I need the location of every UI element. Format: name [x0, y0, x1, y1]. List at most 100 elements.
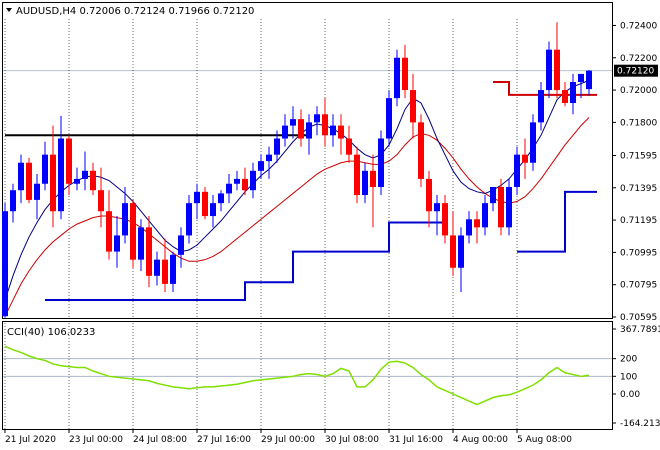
triangle-down-icon[interactable]: [6, 8, 12, 12]
candlestick: [234, 170, 240, 191]
candle-body: [546, 49, 552, 91]
candlestick: [442, 195, 448, 244]
candle-body: [378, 138, 384, 187]
candle-body: [66, 138, 72, 184]
candle-body: [194, 191, 200, 204]
x-tick-label: 4 Aug 00:00: [453, 435, 508, 445]
candle-body: [394, 57, 400, 99]
candle-body: [258, 161, 264, 171]
cci-y-tick-label: 100: [620, 372, 637, 382]
candle-body: [18, 162, 24, 191]
candlestick: [186, 195, 192, 244]
y-tick-label: 0.70995: [620, 248, 657, 258]
candlestick: [178, 227, 184, 268]
axes: 0.72400 0.72200 0.72000 0.71800 0.71595 0.713…: [4, 21, 660, 445]
cci-y-tick-label: 200: [620, 355, 637, 365]
candle-body: [474, 219, 480, 228]
candle-body: [130, 203, 136, 260]
candlestick: [466, 211, 472, 244]
main-price-panel: [2, 2, 613, 319]
candlestick: [106, 190, 112, 260]
candle-body: [218, 193, 224, 204]
x-tick-label: 24 Jul 08:00: [133, 435, 187, 445]
candle-body: [490, 186, 496, 204]
candlestick: [90, 162, 96, 196]
candlestick: [130, 199, 136, 268]
candle-body: [170, 254, 176, 284]
candlestick: [274, 130, 280, 163]
y-tick-label: 0.72400: [620, 21, 657, 31]
candlestick: [210, 195, 216, 228]
candlestick: [58, 115, 64, 220]
cci-y-tick-label: -164.2134: [620, 419, 660, 429]
candle-body: [522, 154, 528, 163]
candlestick: [402, 44, 408, 99]
candlestick: [282, 114, 288, 147]
candle-body: [74, 178, 80, 184]
candle-body: [282, 125, 288, 139]
candlestick: [570, 73, 576, 115]
x-tick-label: 29 Jul 00:00: [261, 435, 315, 445]
candlestick: [426, 170, 432, 228]
x-tick-label: 31 Jul 16:00: [389, 435, 443, 445]
candlestick: [306, 114, 312, 155]
candle-body: [226, 183, 232, 194]
candlestick: [346, 125, 352, 163]
x-tick-label: 27 Jul 16:00: [197, 435, 251, 445]
y-tick-label: 0.70595: [620, 313, 657, 323]
candlestick: [258, 154, 264, 179]
candle-body: [538, 90, 544, 123]
cci-indicator: [3, 345, 612, 406]
candle-body: [2, 211, 8, 317]
candle-body: [42, 154, 48, 184]
candle-body: [298, 119, 304, 139]
candle-body: [338, 125, 344, 139]
candle-body: [402, 57, 408, 91]
candle-body: [570, 81, 576, 103]
candle-body: [442, 203, 448, 236]
candlestick: [546, 41, 552, 99]
y-tick-label: 0.71395: [620, 184, 657, 194]
x-tick-label: 5 Aug 08:00: [517, 435, 572, 445]
candle-body: [314, 114, 320, 123]
candle-body: [210, 203, 216, 217]
grid: [3, 19, 612, 429]
y-tick-label: 0.70795: [620, 281, 657, 291]
x-tick-label: 23 Jul 00:00: [69, 435, 123, 445]
candle-body: [178, 235, 184, 255]
candle-body: [266, 154, 272, 162]
candlestick: [266, 146, 272, 179]
candlestick: [522, 138, 528, 179]
candlestick: [562, 81, 568, 107]
candlestick: [586, 70, 592, 96]
candlestick: [514, 146, 520, 196]
x-tick-label: 30 Jul 08:00: [325, 435, 379, 445]
candle-body: [114, 235, 120, 252]
candle-body: [362, 170, 368, 196]
candle-body: [354, 154, 360, 196]
candle-body: [202, 191, 208, 217]
candle-body: [578, 73, 584, 82]
candle-body: [138, 227, 144, 260]
candle-body: [162, 259, 168, 284]
candlestick: [242, 167, 248, 196]
candlestick: [554, 22, 560, 99]
candlestick: [66, 135, 72, 196]
candlestick: [410, 73, 416, 139]
candle-body: [386, 98, 392, 139]
candlestick: [42, 141, 48, 191]
candlestick: [378, 130, 384, 196]
candlestick: [10, 183, 16, 223]
candle-body: [434, 203, 440, 212]
candlestick: [578, 73, 584, 99]
candlestick: [362, 162, 368, 204]
candle-body: [90, 170, 96, 191]
cci-label: CCI(40) 106.0233: [7, 327, 95, 338]
upper-channel-line: [493, 80, 597, 96]
candlestick: [482, 195, 488, 236]
candle-body: [58, 138, 64, 212]
candlestick: [394, 49, 400, 107]
candle-body: [250, 170, 256, 191]
candlestick: [322, 98, 328, 147]
